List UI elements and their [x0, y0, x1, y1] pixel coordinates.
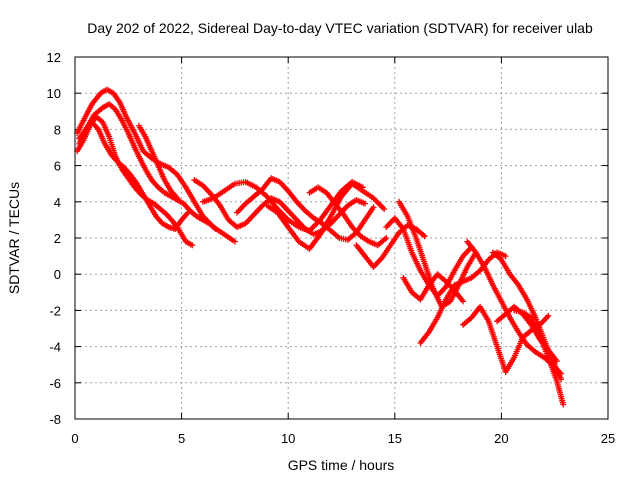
x-axis-label: GPS time / hours	[288, 457, 395, 473]
data-point	[421, 233, 428, 240]
data-point	[231, 238, 238, 245]
y-tick-label: -6	[49, 376, 61, 391]
x-tick-label: 25	[601, 431, 615, 446]
series-track-20	[494, 303, 560, 365]
data-point	[460, 298, 467, 305]
y-tick-label: 10	[47, 86, 61, 101]
y-tick-label: -2	[49, 303, 61, 318]
data-point	[174, 195, 181, 202]
x-tick-label: 20	[494, 431, 508, 446]
series-track-14	[400, 271, 467, 305]
data-point	[212, 225, 219, 232]
data-point	[560, 401, 567, 408]
y-tick-label: 8	[54, 122, 61, 137]
chart-title: Day 202 of 2022, Sidereal Day-to-day VTE…	[87, 20, 593, 36]
series-track-1	[74, 86, 238, 245]
series-track-9	[263, 180, 388, 252]
plot-frame	[74, 56, 609, 420]
data-point	[383, 235, 390, 241]
data-point	[184, 209, 191, 216]
x-tick-labels: 0 5 10 15 20 25	[71, 431, 615, 446]
series-track-12	[383, 215, 475, 299]
y-tick-label: -4	[49, 340, 61, 355]
series-track-19	[511, 307, 567, 408]
y-tick-label: -8	[49, 412, 61, 427]
y-tick-label: 4	[54, 195, 61, 210]
data-point	[370, 204, 377, 211]
x-tick-label: 10	[281, 431, 295, 446]
data-point	[361, 200, 368, 207]
data-point	[189, 242, 196, 249]
series-track-5	[135, 122, 181, 202]
y-tick-label: 12	[47, 50, 61, 65]
data-point	[381, 206, 388, 213]
data-point	[553, 358, 560, 365]
x-tick-label: 15	[388, 431, 402, 446]
series-track-10	[306, 184, 390, 249]
series-track-7	[199, 178, 366, 234]
series-track-16	[460, 303, 552, 375]
data-point	[502, 253, 509, 260]
y-tick-label: 6	[54, 159, 61, 174]
y-tick-label: 2	[54, 231, 61, 246]
x-tick-label: 5	[178, 431, 185, 446]
series-track-4	[76, 119, 191, 232]
x-tick-label: 0	[71, 431, 78, 446]
data-point	[545, 312, 552, 319]
y-tick-labels: -8 -6 -4 -2 0 2 4 6 8 10 12	[47, 50, 61, 427]
y-tick-label: 0	[54, 267, 61, 282]
data-points	[74, 86, 567, 408]
y-axis-label: SDTVAR / TECUs	[6, 182, 22, 294]
